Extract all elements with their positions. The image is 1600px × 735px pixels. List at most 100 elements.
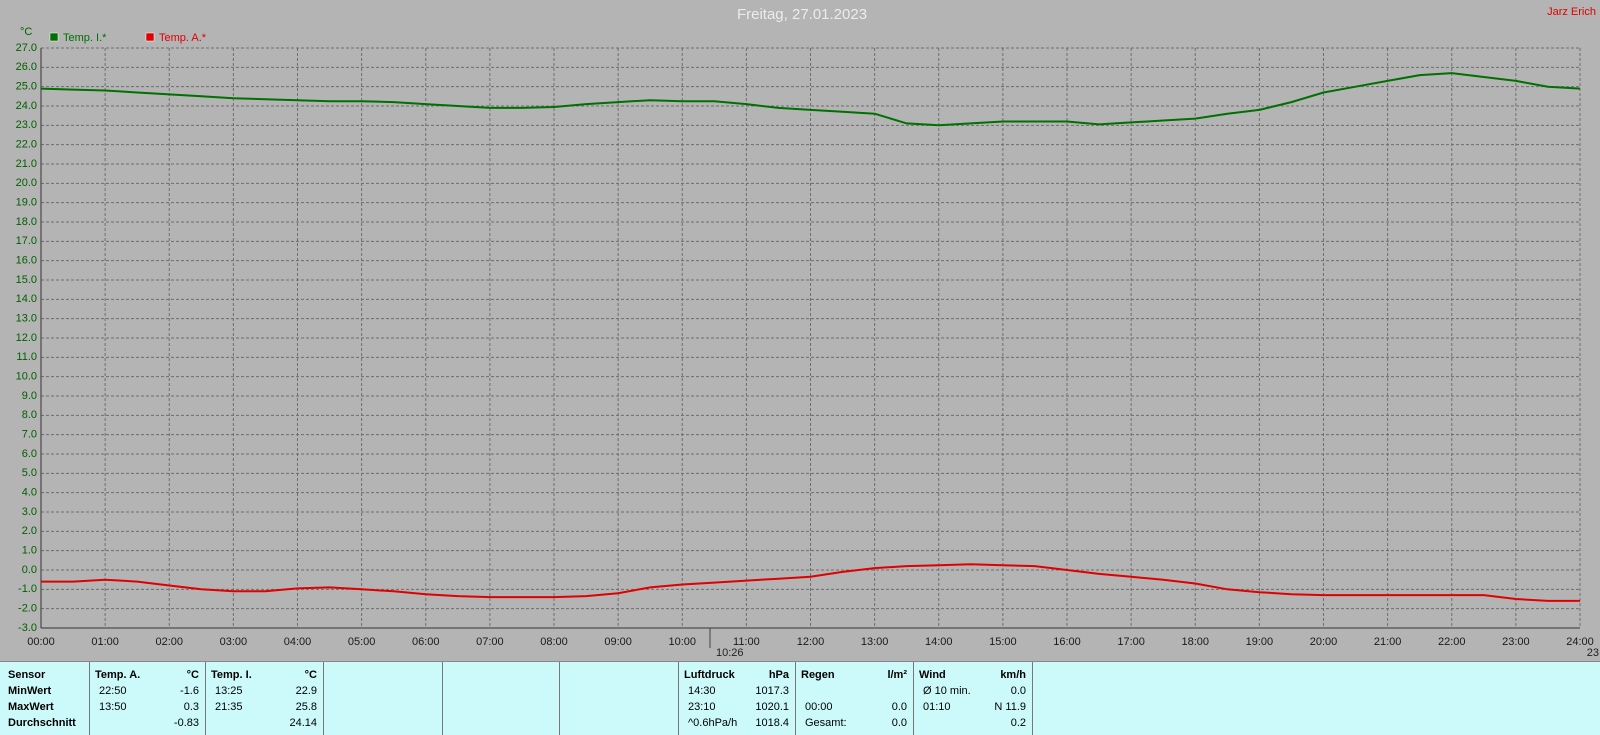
stat-value: 0.2 [1010,717,1026,729]
y-tick-label: 7.0 [22,429,37,441]
stat-value: 0.3 [183,701,199,713]
x-tick-label: 12:00 [797,636,825,648]
row-label: Durchschnitt [8,717,76,729]
x-tick-label: 13:00 [861,636,889,648]
row-label: MaxWert [8,701,54,713]
group-name: Temp. I. [211,669,252,681]
stat-value: -0.83 [173,717,199,729]
separator [89,662,90,735]
separator [205,662,206,735]
stat-label: 13:50 [99,701,127,713]
stat-value: N 11.9 [994,701,1026,713]
y-tick-label: 14.0 [16,293,37,305]
stat-label: 00:00 [805,701,833,713]
legend-label: Temp. A.* [159,32,207,44]
group-unit: °C [186,669,199,681]
group-name: Wind [919,669,946,681]
stats-panel: Sensor MinWert MaxWert Durchschnitt Temp. A.… [0,661,1600,735]
x-tick-label: 11:00 [733,636,760,648]
x-tick-label: 16:00 [1053,636,1081,648]
data-line [41,563,1580,602]
y-tick-label: 5.0 [22,467,37,479]
y-tick-label: 2.0 [22,525,37,537]
y-tick-label: 0.0 [22,564,37,576]
stat-label: 22:50 [99,685,127,697]
x-tick-label: 10:00 [668,636,696,648]
x-tick-label: 04:00 [284,636,312,648]
chart-title: Freitag, 27.01.2023 [737,6,867,23]
x-tick-label: 20:00 [1310,636,1338,648]
stat-label: 01:10 [923,701,951,713]
y-tick-label: 27.0 [16,42,37,54]
data-line [40,72,1581,127]
marker-label: 10:26 [716,647,744,659]
separator [795,662,796,735]
stat-label: 14:30 [688,685,716,697]
x-tick-label: 24:00 [1566,636,1594,648]
stat-label: Ø 10 min. [923,685,971,697]
stat-label: 13:25 [215,685,243,697]
y-tick-label: 11.0 [16,351,37,363]
y-tick-label: -2.0 [18,603,37,615]
y-tick-label: 13.0 [16,313,37,325]
y-tick-label: 9.0 [22,390,37,402]
y-tick-label: -3.0 [18,622,37,634]
separator [442,662,443,735]
x-tick-label: 21:00 [1374,636,1402,648]
x-tick-label: 08:00 [540,636,568,648]
stat-value: 0.0 [1010,685,1026,697]
group-unit: °C [304,669,317,681]
y-tick-label: 16.0 [16,255,37,267]
y-tick-label: 24.0 [16,100,37,112]
stat-value: 25.8 [295,701,317,713]
separator [913,662,914,735]
x-tick-label: 05:00 [348,636,376,648]
group-unit: hPa [768,669,789,681]
stat-label: 23:10 [688,701,716,713]
separator [559,662,560,735]
stat-label: ^0.6hPa/h [688,717,738,729]
stat-value: -1.6 [180,685,199,697]
y-tick-label: 18.0 [16,216,37,228]
y-tick-label: 25.0 [16,81,37,93]
y-tick-label: -1.0 [18,583,37,595]
x-tick-label: 15:00 [989,636,1017,648]
x-tick-label: 22:00 [1438,636,1466,648]
stat-value: 1017.3 [755,685,789,697]
x-tick-label: 06:00 [412,636,440,648]
legend-swatch [145,32,155,42]
y-tick-label: 26.0 [16,61,37,73]
stat-value: 1018.4 [755,717,789,729]
x-tick-label: 23:00 [1502,636,1530,648]
stat-value: 22.9 [295,685,317,697]
marker-label: 23 [1587,647,1599,659]
y-tick-label: 20.0 [16,177,37,189]
y-tick-label: 23.0 [16,119,37,131]
x-tick-label: 07:00 [476,636,504,648]
y-tick-label: 3.0 [22,506,37,518]
y-tick-label: 8.0 [22,409,37,421]
separator [678,662,679,735]
y-tick-label: 15.0 [16,274,37,286]
x-tick-label: 02:00 [155,636,183,648]
y-tick-label: 22.0 [16,139,37,151]
y-tick-label: 17.0 [16,235,37,247]
stat-value: 0.0 [891,701,907,713]
y-tick-label: 19.0 [16,197,37,209]
y-tick-label: 1.0 [22,545,37,557]
x-tick-label: 03:00 [220,636,248,648]
y-tick-label: 21.0 [16,158,37,170]
row-label: MinWert [8,685,52,697]
y-axis-label: °C [20,26,32,38]
group-unit: l/m² [887,669,907,681]
y-tick-label: 10.0 [16,371,37,383]
x-tick-label: 09:00 [604,636,632,648]
stat-value: 1020.1 [755,701,789,713]
group-name: Luftdruck [684,669,735,681]
chart: Freitag, 27.01.2023 Jarz Erich °C 10:26 … [16,6,1599,659]
group-unit: km/h [1000,669,1026,681]
y-tick-label: 6.0 [22,448,37,460]
group-name: Temp. A. [95,669,141,681]
separator [323,662,324,735]
